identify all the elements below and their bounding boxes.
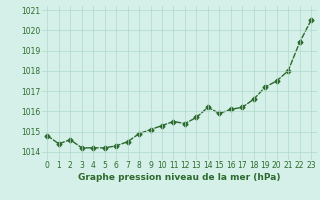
- X-axis label: Graphe pression niveau de la mer (hPa): Graphe pression niveau de la mer (hPa): [78, 173, 280, 182]
